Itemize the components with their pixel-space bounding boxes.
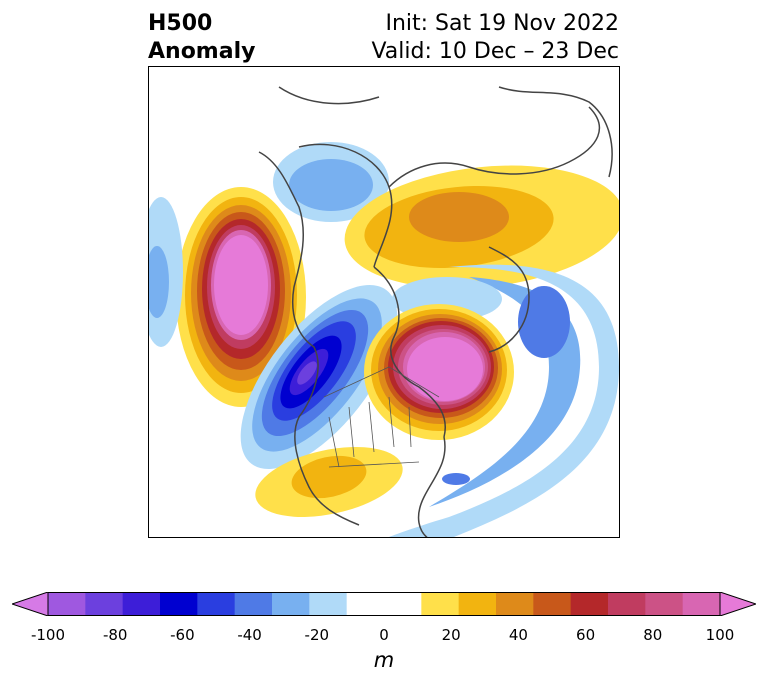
colorbar-segment [384, 592, 422, 616]
arctic-ridge [344, 165, 619, 289]
colorbar-tick-label: -80 [102, 626, 128, 644]
east-coast [417, 436, 446, 537]
contour-neg20 [289, 159, 373, 211]
colorbar-segment [570, 592, 609, 616]
colorbar-tick-label: 100 [705, 626, 735, 644]
colorbar-segment [533, 592, 572, 616]
colorbar-segment [234, 592, 273, 616]
colorbar-segment [197, 592, 236, 616]
colorbar-segment [608, 592, 646, 616]
west-pacific-trough-inner [149, 246, 169, 318]
contour-neg20 [429, 277, 581, 507]
colorbar-tick-label: 0 [379, 626, 389, 644]
colorbar-segment [122, 592, 161, 616]
init-label: Init: Sat 19 Nov 2022 [385, 11, 619, 36]
colorbar-segment [682, 592, 721, 616]
contour-neg10 [389, 264, 619, 537]
colorbar-tick-label: 40 [508, 626, 528, 644]
alaska-trough [273, 142, 389, 222]
contour-neg70 [297, 361, 317, 385]
borders [323, 366, 440, 468]
contour-neg30-b [442, 473, 470, 485]
greenland-coast [488, 246, 530, 353]
colorbar-segment [85, 592, 124, 616]
us-canada-border [323, 366, 440, 398]
field-label: Anomaly [148, 39, 256, 64]
colorbar-segment [458, 592, 497, 616]
colorbar-segment [160, 592, 198, 616]
date-info: Init: Sat 19 Nov 2022 Valid: 10 Dec – 23… [371, 10, 619, 66]
colorbar-units-label: m [373, 648, 395, 672]
colorbar-segment [421, 592, 460, 616]
colorbar-tick-label: 60 [576, 626, 596, 644]
valid-label: Valid: 10 Dec – 23 Dec [371, 39, 619, 64]
contour-90 [214, 235, 268, 335]
state-borders [328, 396, 412, 468]
contour-90 [407, 337, 483, 401]
contour-30 [409, 192, 509, 242]
colorbar [12, 592, 756, 616]
variable-label: H500 [148, 11, 213, 36]
colorbar-tick-label: -20 [304, 626, 330, 644]
arctic-coast [388, 106, 600, 188]
anomaly-map-svg [149, 86, 619, 537]
coastlines [258, 86, 613, 537]
contour-neg30 [518, 286, 570, 358]
colorbar-segment [645, 592, 684, 616]
colorbar-extend-max [719, 592, 756, 616]
colorbar-tick-label: 20 [441, 626, 461, 644]
colorbar-extend-min [12, 592, 49, 616]
southern-us-ridge [255, 447, 403, 517]
siberia-coast [498, 86, 613, 178]
hudson-coast [373, 266, 446, 438]
colorbar-segment [309, 592, 348, 616]
colorbar-segment [346, 592, 385, 616]
colorbar-outline [47, 592, 721, 616]
contour-20 [291, 455, 367, 499]
colorbar-tick-label: 80 [643, 626, 663, 644]
colorbar-segment [496, 592, 534, 616]
us-mexico-border [328, 461, 420, 468]
pacific-ridge [176, 187, 306, 407]
colorbar-segment [272, 592, 310, 616]
map-title: H500 Anomaly [148, 10, 255, 66]
anomaly-map [148, 66, 620, 538]
eastern-canada-ridge [364, 304, 514, 440]
colorbar-tick-label: -100 [30, 626, 66, 644]
colorbar-tick-label: -40 [237, 626, 262, 644]
colorbar-tick-label: -60 [170, 626, 195, 644]
colorbar-segment [48, 592, 86, 616]
west-coast [258, 151, 360, 526]
far-east-coast [278, 86, 380, 105]
